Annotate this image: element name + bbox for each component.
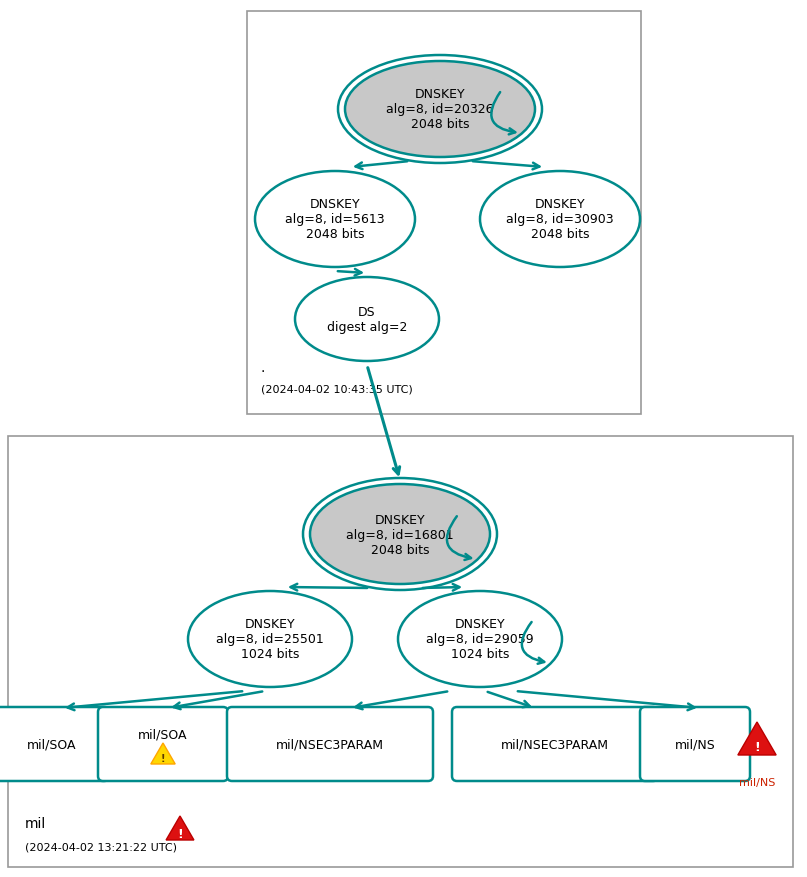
Ellipse shape	[310, 484, 490, 584]
Ellipse shape	[480, 172, 640, 267]
Ellipse shape	[398, 591, 562, 688]
Text: .: .	[261, 360, 266, 374]
Text: mil/NS: mil/NS	[675, 738, 715, 751]
Text: mil/SOA: mil/SOA	[138, 728, 188, 741]
FancyBboxPatch shape	[8, 437, 793, 867]
FancyArrowPatch shape	[447, 517, 471, 560]
Ellipse shape	[345, 62, 535, 158]
FancyBboxPatch shape	[452, 707, 658, 781]
Ellipse shape	[255, 172, 415, 267]
Text: mil/NSEC3PARAM: mil/NSEC3PARAM	[501, 738, 609, 751]
Text: DNSKEY
alg=8, id=29059
1024 bits: DNSKEY alg=8, id=29059 1024 bits	[426, 617, 533, 660]
FancyBboxPatch shape	[227, 707, 433, 781]
Text: (2024-04-02 13:21:22 UTC): (2024-04-02 13:21:22 UTC)	[25, 841, 177, 851]
Text: DNSKEY
alg=8, id=20326
2048 bits: DNSKEY alg=8, id=20326 2048 bits	[387, 89, 494, 132]
Polygon shape	[151, 743, 175, 764]
Text: mil/NS: mil/NS	[739, 777, 776, 787]
FancyBboxPatch shape	[247, 12, 641, 415]
FancyBboxPatch shape	[0, 707, 109, 781]
Text: DNSKEY
alg=8, id=5613
2048 bits: DNSKEY alg=8, id=5613 2048 bits	[285, 198, 385, 241]
FancyBboxPatch shape	[640, 707, 750, 781]
Text: !: !	[177, 827, 183, 840]
FancyBboxPatch shape	[98, 707, 228, 781]
Text: mil/SOA: mil/SOA	[27, 738, 77, 751]
Polygon shape	[738, 722, 776, 755]
FancyArrowPatch shape	[491, 93, 515, 135]
Polygon shape	[166, 816, 194, 840]
Text: DNSKEY
alg=8, id=25501
1024 bits: DNSKEY alg=8, id=25501 1024 bits	[216, 617, 324, 660]
Text: DNSKEY
alg=8, id=30903
2048 bits: DNSKEY alg=8, id=30903 2048 bits	[506, 198, 614, 241]
Text: (2024-04-02 10:43:35 UTC): (2024-04-02 10:43:35 UTC)	[261, 383, 412, 394]
Ellipse shape	[188, 591, 352, 688]
FancyArrowPatch shape	[522, 623, 544, 664]
Text: mil: mil	[25, 816, 46, 830]
Text: !: !	[754, 740, 760, 752]
Text: DNSKEY
alg=8, id=16801
2048 bits: DNSKEY alg=8, id=16801 2048 bits	[346, 513, 454, 556]
Text: !: !	[161, 753, 165, 764]
Text: mil/NSEC3PARAM: mil/NSEC3PARAM	[276, 738, 384, 751]
Ellipse shape	[295, 278, 439, 361]
Text: DS
digest alg=2: DS digest alg=2	[327, 306, 408, 333]
